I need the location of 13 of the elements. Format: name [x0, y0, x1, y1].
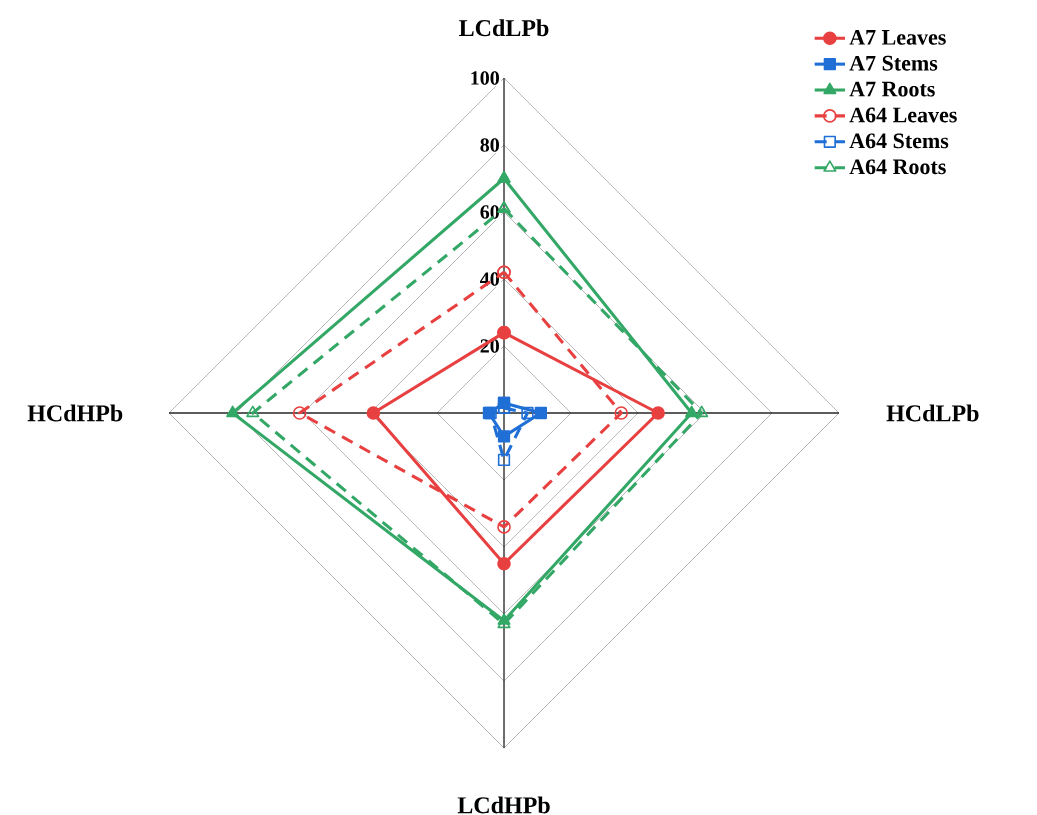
legend-label: A64 Leaves — [849, 107, 957, 123]
spoke-label: HCdHPb — [27, 404, 123, 422]
y-tick-label: 60 — [480, 205, 499, 219]
legend-label: A7 Stems — [849, 55, 938, 71]
legend-label: A64 Stems — [849, 133, 949, 149]
spoke-label: LCdLPb — [459, 19, 549, 37]
spoke-label: LCdHPb — [457, 796, 550, 814]
legend-label: A7 Roots — [849, 81, 935, 97]
legend-label: A7 Leaves — [849, 30, 946, 45]
y-tick-label: 100 — [471, 71, 499, 85]
legend-label: A64 Roots — [849, 159, 946, 175]
spoke-label: HCdLPb — [886, 404, 979, 422]
y-tick-label: 80 — [480, 138, 499, 152]
